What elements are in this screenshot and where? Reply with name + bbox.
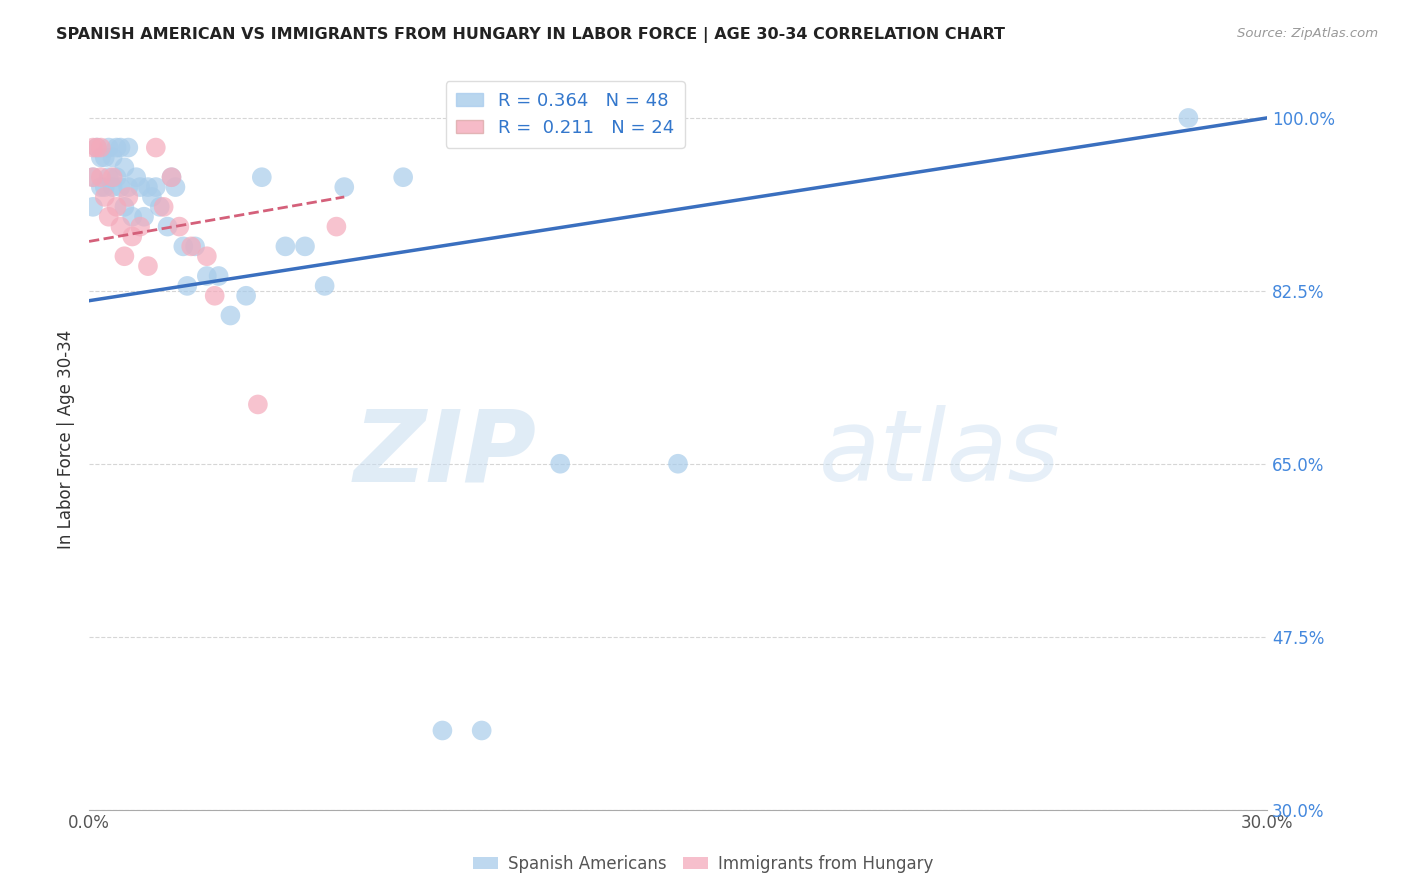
Legend: R = 0.364   N = 48, R =  0.211   N = 24: R = 0.364 N = 48, R = 0.211 N = 24 [446,81,685,148]
Point [160,170,183,185]
Legend: Spanish Americans, Immigrants from Hungary: Spanish Americans, Immigrants from Hunga… [465,848,941,880]
Point [90,170,112,185]
Point [112,249,135,263]
Point [471,723,494,738]
Text: SPANISH AMERICAN VS IMMIGRANTS FROM HUNGARY IN LABOR FORCE | AGE 30-34 CORRELATI: SPANISH AMERICAN VS IMMIGRANTS FROM HUNG… [56,27,1005,43]
Point [246,397,269,411]
Point [156,219,179,234]
Point [82,170,104,185]
Point [666,457,689,471]
Point [86,140,108,154]
Point [184,239,207,253]
Point [101,180,124,194]
Point [94,190,117,204]
Point [314,278,336,293]
Point [97,210,120,224]
Point [169,219,191,234]
Point [94,151,117,165]
Point [101,170,124,185]
Text: ZIP: ZIP [354,405,537,502]
Point [149,200,172,214]
Point [105,200,128,214]
Point [97,140,120,154]
Point [548,457,571,471]
Point [90,140,112,154]
Point [97,170,120,185]
Point [117,190,139,204]
Point [82,170,104,185]
Point [325,219,347,234]
Point [112,200,135,214]
Point [82,200,104,214]
Point [121,229,143,244]
Point [90,151,112,165]
Point [180,239,202,253]
Point [1177,111,1199,125]
Point [105,140,128,154]
Text: Source: ZipAtlas.com: Source: ZipAtlas.com [1237,27,1378,40]
Point [94,180,117,194]
Point [117,140,139,154]
Y-axis label: In Labor Force | Age 30-34: In Labor Force | Age 30-34 [58,329,75,549]
Point [219,309,242,323]
Point [136,259,159,273]
Point [125,170,148,185]
Point [129,180,152,194]
Point [132,210,155,224]
Point [250,170,273,185]
Point [195,249,218,263]
Point [136,180,159,194]
Point [145,140,167,154]
Point [141,190,163,204]
Point [176,278,198,293]
Point [204,289,226,303]
Point [152,200,174,214]
Point [82,140,104,154]
Point [195,268,218,283]
Point [392,170,415,185]
Point [294,239,316,253]
Point [86,140,108,154]
Point [117,180,139,194]
Point [90,180,112,194]
Point [274,239,297,253]
Point [129,219,152,234]
Point [145,180,167,194]
Point [101,151,124,165]
Point [432,723,454,738]
Point [165,180,187,194]
Point [235,289,257,303]
Point [172,239,194,253]
Point [110,180,132,194]
Point [110,140,132,154]
Point [112,161,135,175]
Point [207,268,229,283]
Point [333,180,356,194]
Point [105,170,128,185]
Text: atlas: atlas [820,405,1062,502]
Point [121,210,143,224]
Point [110,219,132,234]
Point [160,170,183,185]
